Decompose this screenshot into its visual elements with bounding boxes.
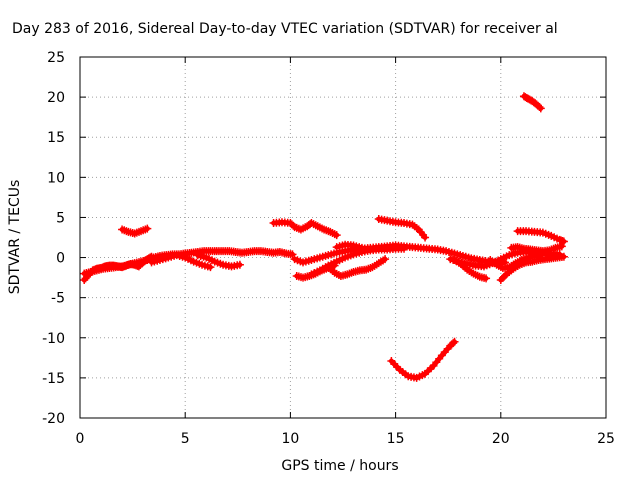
y-tick-label: 25: [47, 50, 65, 66]
x-tick-label: 0: [76, 431, 85, 447]
x-axis-label: GPS time / hours: [281, 458, 398, 474]
data-point: [206, 263, 215, 272]
series-arc-4: [147, 251, 215, 272]
data-point: [421, 233, 430, 242]
data-point: [366, 245, 375, 254]
series-arc-6: [269, 218, 341, 240]
y-tick-label: 10: [47, 170, 65, 186]
data-point: [235, 260, 244, 269]
series-arc-20: [519, 92, 545, 113]
data-point: [381, 255, 390, 264]
data-point: [536, 104, 545, 113]
series-arc-13: [387, 337, 459, 382]
y-tick-label: -5: [51, 291, 65, 307]
data-point: [559, 252, 568, 261]
x-tick-label: 25: [597, 431, 615, 447]
data-point: [146, 253, 155, 262]
data-point: [450, 337, 459, 346]
data-point: [557, 242, 566, 251]
data-point: [482, 274, 491, 283]
series-arc-12: [374, 215, 430, 242]
series-arc-10: [324, 255, 390, 281]
x-tick-label: 5: [181, 431, 190, 447]
series-arc-19: [507, 242, 566, 256]
data-point: [332, 231, 341, 240]
data-point: [535, 103, 544, 112]
data-point: [288, 250, 297, 259]
data-point: [449, 339, 458, 348]
y-tick-label: -10: [42, 331, 65, 347]
series-arc-5: [193, 251, 244, 271]
series-arc-17: [496, 252, 568, 285]
y-tick-label: 5: [56, 210, 65, 226]
data-point: [143, 224, 152, 233]
y-tick-label: 20: [47, 90, 65, 106]
y-tick-label: -20: [42, 411, 65, 427]
series-arc-18: [513, 227, 568, 246]
series-arc-2: [80, 252, 156, 285]
chart-title: Day 283 of 2016, Sidereal Day-to-day VTE…: [12, 21, 558, 37]
y-tick-label: 0: [56, 251, 65, 267]
series-arc-3: [118, 224, 152, 238]
data-point: [400, 244, 409, 253]
y-tick-label: -15: [42, 371, 65, 387]
x-tick-label: 15: [387, 431, 405, 447]
x-tick-label: 20: [492, 431, 510, 447]
series-arc-11: [332, 240, 375, 254]
grid-lines: [80, 57, 606, 418]
axis-ticks: 0 5 10 15 20 25 -20 -15 -10 -5 0 5 10 15 20 25: [42, 50, 615, 447]
x-tick-label: 10: [281, 431, 299, 447]
series-arc-15: [450, 255, 491, 283]
y-axis-label: SDTVAR / TECUs: [7, 180, 23, 295]
y-tick-label: 15: [47, 130, 65, 146]
data-points: [80, 92, 568, 382]
plot-frame: [79, 56, 607, 419]
data-point: [559, 237, 568, 246]
